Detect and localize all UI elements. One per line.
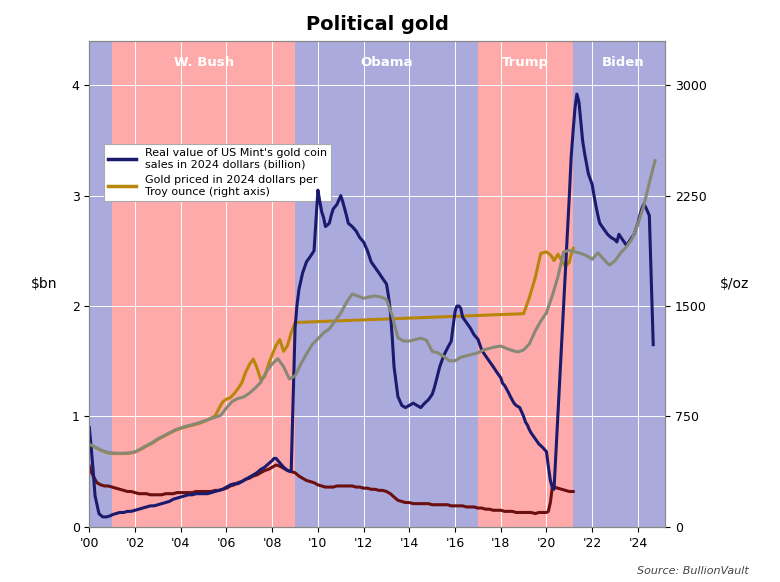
Bar — [112, 41, 295, 527]
Text: Trump: Trump — [502, 56, 549, 69]
Y-axis label: $bn: $bn — [30, 277, 57, 291]
Y-axis label: $/oz: $/oz — [720, 277, 750, 291]
Text: W. Bush: W. Bush — [174, 56, 234, 69]
Legend: Real value of US Mint's gold coin
sales in 2024 dollars (billion), Gold priced i: Real value of US Mint's gold coin sales … — [104, 144, 332, 201]
Text: Biden: Biden — [601, 56, 644, 69]
Text: Source: BullionVault: Source: BullionVault — [637, 566, 749, 576]
Title: Political gold: Political gold — [306, 15, 448, 34]
Text: Obama: Obama — [360, 56, 413, 69]
Bar — [478, 41, 573, 527]
Bar — [295, 41, 478, 527]
Bar — [573, 41, 672, 527]
